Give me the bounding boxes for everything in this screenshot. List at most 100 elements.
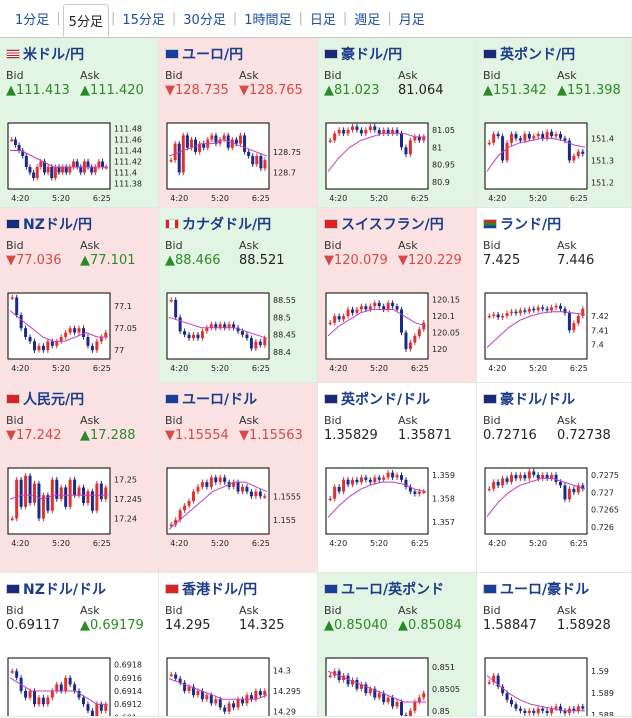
candle — [177, 143, 181, 173]
candle — [214, 324, 218, 328]
pair-panel[interactable]: 英ポンド/円 Bid Ask ▲151.342 ▲151.398 151.4 151.3 15… — [477, 38, 632, 208]
ask-value: ▲111.420 — [80, 83, 154, 98]
pair-title[interactable]: 人民元/円 — [6, 389, 84, 409]
tab-separator: | — [298, 11, 303, 26]
candle — [214, 477, 218, 483]
pair-title[interactable]: 英ポンド/ドル — [324, 389, 430, 409]
candle — [550, 131, 554, 137]
candle — [337, 316, 341, 320]
x-tick-label: 4:20 — [11, 539, 29, 548]
pair-panel[interactable]: NZドル/円 Bid Ask ▼77.036 ▲77.101 77.1 77.05 77 4:2… — [0, 208, 159, 383]
candle — [382, 477, 386, 480]
x-tick-label: 4:20 — [488, 364, 506, 373]
price-chart[interactable]: 17.25 17.245 17.24 4:20 5:20 6:25 — [4, 462, 152, 550]
price-chart[interactable]: 81.05 81 80.95 80.9 4:20 5:20 6:25 — [322, 117, 470, 205]
ask-number: 7.446 — [557, 253, 595, 268]
tab-3[interactable]: 30分足 — [183, 13, 226, 28]
price-chart[interactable]: 7.42 7.41 7.4 4:20 5:20 6:25 — [481, 287, 629, 375]
pair-title[interactable]: ユーロ/英ポンド — [324, 579, 444, 599]
pair-name: 英ポンド/ドル — [341, 392, 431, 408]
pair-title[interactable]: 豪ドル/ドル — [483, 389, 575, 409]
tab-4[interactable]: 1時間足 — [244, 13, 292, 28]
tab-5[interactable]: 日足 — [309, 13, 336, 28]
y-tick-label: 151.3 — [591, 156, 614, 165]
pair-panel[interactable]: 英ポンド/ドル Bid Ask 1.35829 1.35871 1.359 1.358 1.3… — [318, 383, 477, 573]
pair-title[interactable]: ユーロ/円 — [165, 44, 243, 64]
tab-0[interactable]: 1分足 — [15, 13, 50, 28]
y-tick-label: 0.7265 — [591, 506, 619, 515]
candle — [417, 697, 421, 702]
ask-value: ▲17.288 — [80, 428, 154, 443]
pair-title[interactable]: NZドル/円 — [6, 214, 92, 234]
candle — [82, 328, 85, 337]
price-chart[interactable]: 88.55 88.5 88.45 88.4 4:20 5:20 6:25 — [163, 287, 311, 375]
tab-7[interactable]: 月足 — [398, 13, 425, 28]
pair-panel[interactable]: NZドル/ドル Bid Ask 0.69117 ▲0.69179 0.6918 0.6916… — [0, 573, 159, 717]
candle — [10, 671, 14, 673]
candle — [368, 306, 372, 310]
pair-title[interactable]: NZドル/ドル — [6, 579, 106, 599]
y-tick-label: 0.6912 — [114, 700, 142, 709]
plot-area — [7, 292, 111, 360]
ask-value: ▲151.398 — [557, 83, 631, 98]
price-chart[interactable]: 151.4 151.3 151.2 4:20 5:20 6:25 — [481, 117, 629, 205]
pair-title[interactable]: 英ポンド/円 — [483, 44, 575, 64]
candle — [236, 327, 240, 332]
pair-panel[interactable]: ユーロ/英ポンド Bid Ask ▲0.85040 ▲0.85084 0.851 0.850… — [318, 573, 477, 717]
pair-panel[interactable]: ユーロ/円 Bid Ask ▼128.735 ▼128.765 128.75 128.7 4:… — [159, 38, 318, 208]
pair-panel[interactable]: 豪ドル/円 Bid Ask ▲81.023 81.064 81.05 81 80.95 80.9… — [318, 38, 477, 208]
pair-title[interactable]: 香港ドル/円 — [165, 579, 257, 599]
candle — [492, 481, 496, 489]
price-chart[interactable]: 111.48 111.46 111.44 111.42 111.4 111.38 4:20 5… — [4, 117, 152, 205]
candle — [254, 491, 258, 497]
pair-title[interactable]: スイスフラン/円 — [324, 214, 444, 234]
up-arrow-icon: ▲ — [165, 253, 175, 268]
price-chart[interactable]: 0.69180.69160.69140.69120.6914:205:206:2… — [4, 652, 152, 717]
price-chart[interactable]: 128.75 128.7 4:20 5:20 6:25 — [163, 117, 311, 205]
candle — [355, 126, 359, 130]
price-chart[interactable]: 77.1 77.05 77 4:20 5:20 6:25 — [4, 287, 152, 375]
candle — [189, 139, 193, 148]
tab-6[interactable]: 週足 — [354, 13, 381, 28]
pair-title[interactable]: 豪ドル/円 — [324, 44, 402, 64]
pair-title[interactable]: カナダドル/円 — [165, 214, 271, 234]
pair-panel[interactable]: スイスフラン/円 Bid Ask ▼120.079 ▼120.229 120.15 120.… — [318, 208, 477, 383]
pair-name: ユーロ/ドル — [182, 392, 258, 408]
pair-panel[interactable]: 豪ドル/ドル Bid Ask 0.72716 0.72738 0.7275 0.727 0.7… — [477, 383, 632, 573]
candle — [581, 308, 585, 316]
pair-panel[interactable]: ランド/円 Bid Ask 7.425 7.446 7.42 7.41 7.4 4:20 5:20… — [477, 208, 632, 383]
price-chart[interactable]: 120.15 120.1 120.05 120 4:20 5:20 6:25 — [322, 287, 470, 375]
moving-average-line — [168, 678, 268, 700]
candle — [359, 684, 363, 689]
pair-panel[interactable]: 人民元/円 Bid Ask ▼17.242 ▲17.288 17.25 17.245 17.2… — [0, 383, 159, 573]
bid-value: ▼77.036 — [6, 253, 80, 268]
bid-value: ▲88.466 — [165, 253, 239, 268]
price-chart[interactable]: 1.359 1.358 1.357 4:20 5:20 6:25 — [322, 462, 470, 550]
bid-label: Bid — [165, 239, 183, 252]
candle — [55, 479, 59, 500]
pair-title[interactable]: ランド/円 — [483, 214, 561, 234]
price-chart[interactable]: 0.7275 0.727 0.7265 0.726 4:20 5:20 6:25 — [481, 462, 629, 550]
candle — [395, 306, 399, 310]
candle — [563, 710, 567, 713]
pair-title[interactable]: ユーロ/豪ドル — [483, 579, 589, 599]
tab-2[interactable]: 15分足 — [122, 13, 165, 28]
candle — [400, 475, 403, 480]
pair-title[interactable]: 米ドル/円 — [6, 44, 84, 64]
candle — [178, 510, 182, 520]
pair-panel[interactable]: 米ドル/円 Bid Ask ▲111.413 ▲111.420 111.48 111.46 1… — [0, 38, 159, 208]
pair-panel[interactable]: ユーロ/豪ドル Bid Ask 1.58847 1.58928 1.59 1.589 1.58… — [477, 573, 632, 717]
candle — [492, 314, 496, 317]
pair-title[interactable]: ユーロ/ドル — [165, 389, 257, 409]
tab-1[interactable]: 5分足 — [62, 3, 109, 37]
pair-panel[interactable]: 香港ドル/円BidAsk14.29514.32514.314.29514.294… — [159, 573, 318, 717]
pair-panel[interactable]: カナダドル/円 Bid Ask ▲88.466 88.521 88.55 88.5 88.45… — [159, 208, 318, 383]
ask-number: 88.521 — [239, 253, 285, 268]
candle — [510, 474, 513, 482]
pair-panel[interactable]: ユーロ/ドル Bid Ask ▼1.15554 ▼1.15563 1.1555 1.155 4… — [159, 383, 318, 573]
candle — [377, 302, 381, 307]
price-chart[interactable]: 1.1555 1.155 4:20 5:20 6:25 — [163, 462, 311, 550]
